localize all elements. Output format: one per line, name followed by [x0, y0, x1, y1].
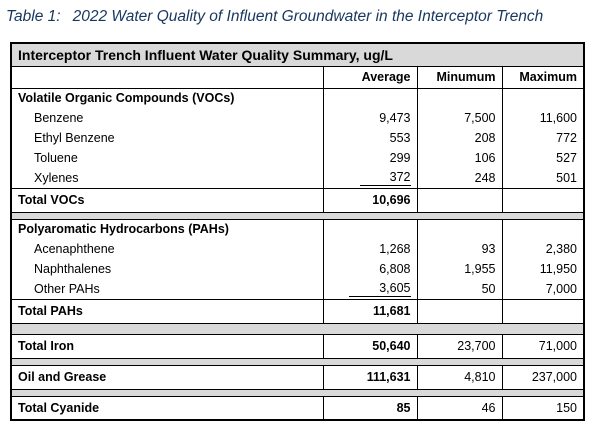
- maximum-value: 11,600: [539, 111, 577, 125]
- total-cyanide-row: Total Cyanide 85 46 150: [11, 395, 584, 421]
- average-value: 3,605: [349, 280, 411, 298]
- average-value: 6,808: [323, 259, 418, 279]
- minimum-value: 208: [417, 128, 503, 148]
- total-vocs-average: 10,696: [323, 187, 418, 213]
- average-value: 299: [323, 148, 418, 168]
- total-row: Total PAHs 11,681: [11, 298, 584, 324]
- compound-name: Other PAHs: [11, 279, 324, 299]
- average-value: 9,473: [323, 108, 418, 128]
- section-header-row: Volatile Organic Compounds (VOCs): [11, 87, 584, 108]
- oil-grease-maximum: 237,000: [502, 364, 584, 390]
- oil-grease-row: Oil and Grease 111,631 4,810 237,000: [11, 364, 584, 390]
- total-pahs-average: 11,681: [323, 298, 418, 324]
- column-header-average: Average: [323, 66, 418, 88]
- total-iron-minimum: 23,700: [417, 333, 503, 359]
- total-cyanide-label: Total Cyanide: [11, 395, 324, 421]
- total-pahs-label: Total PAHs: [11, 298, 324, 324]
- column-header-maximum: Maximum: [519, 70, 577, 84]
- compound-name: Benzene: [11, 108, 324, 128]
- compound-name: Naphthalenes: [11, 259, 324, 279]
- table-row: Ethyl Benzene 553 208 772: [11, 128, 584, 148]
- section-divider: [11, 211, 584, 220]
- maximum-value: 772: [556, 131, 577, 145]
- total-row: Total VOCs 10,696: [11, 187, 584, 213]
- table-caption: Table 1: 2022 Water Quality of Influent G…: [6, 4, 602, 30]
- column-header-row: Average Minumum Maximum: [11, 66, 584, 88]
- oil-grease-average: 111,631: [323, 364, 418, 390]
- section-divider: [11, 357, 584, 366]
- total-cyanide-minimum: 46: [417, 395, 503, 421]
- compound-name: Toluene: [11, 148, 324, 168]
- section-divider: [11, 388, 584, 397]
- table-row: Other PAHs 3,605 50 7,000: [11, 279, 584, 299]
- oil-grease-minimum: 4,810: [417, 364, 503, 390]
- minimum-value: 106: [417, 148, 503, 168]
- minimum-value: 7,500: [417, 108, 503, 128]
- total-cyanide-maximum: 150: [502, 395, 584, 421]
- compound-name: Xylenes: [11, 168, 324, 188]
- total-iron-average: 50,640: [323, 333, 418, 359]
- section-header-vocs: Volatile Organic Compounds (VOCs): [11, 87, 324, 108]
- maximum-value: 527: [556, 151, 577, 165]
- minimum-value: 93: [417, 239, 503, 259]
- maximum-value: 7,000: [545, 281, 577, 296]
- total-vocs-label: Total VOCs: [11, 187, 324, 213]
- section-header-pahs: Polyaromatic Hydrocarbons (PAHs): [11, 218, 324, 239]
- maximum-value: 11,950: [539, 262, 577, 276]
- section-divider: [11, 322, 584, 335]
- average-value: 553: [323, 128, 418, 148]
- caption-text: 2022 Water Quality of Influent Groundwat…: [72, 8, 544, 25]
- minimum-value: 1,955: [417, 259, 503, 279]
- total-iron-label: Total Iron: [11, 333, 324, 359]
- oil-grease-label: Oil and Grease: [11, 364, 324, 390]
- table-row: Toluene 299 106 527: [11, 148, 584, 168]
- compound-name: Ethyl Benzene: [11, 128, 324, 148]
- table-row: Naphthalenes 6,808 1,955 11,950: [11, 259, 584, 279]
- compound-name: Acenaphthene: [11, 239, 324, 259]
- maximum-value: 501: [556, 170, 577, 185]
- table-row: Acenaphthene 1,268 93 2,380: [11, 239, 584, 259]
- maximum-value: 2,380: [545, 242, 577, 256]
- table-title: Interceptor Trench Influent Water Qualit…: [11, 43, 584, 67]
- section-header-row: Polyaromatic Hydrocarbons (PAHs): [11, 218, 584, 239]
- average-value: 372: [359, 169, 411, 187]
- minimum-value: 248: [417, 168, 503, 188]
- total-iron-maximum: 71,000: [502, 333, 584, 359]
- caption-label: Table 1:: [6, 8, 61, 25]
- table-row: Xylenes 372 248 501: [11, 168, 584, 188]
- average-value: 1,268: [323, 239, 418, 259]
- table-row: Benzene 9,473 7,500 11,600: [11, 108, 584, 128]
- water-quality-table: Interceptor Trench Influent Water Qualit…: [10, 42, 585, 421]
- total-cyanide-average: 85: [323, 395, 418, 421]
- column-header-minimum: Minumum: [417, 66, 503, 88]
- minimum-value: 50: [417, 279, 503, 299]
- table-title-row: Interceptor Trench Influent Water Qualit…: [11, 43, 584, 67]
- total-iron-row: Total Iron 50,640 23,700 71,000: [11, 333, 584, 359]
